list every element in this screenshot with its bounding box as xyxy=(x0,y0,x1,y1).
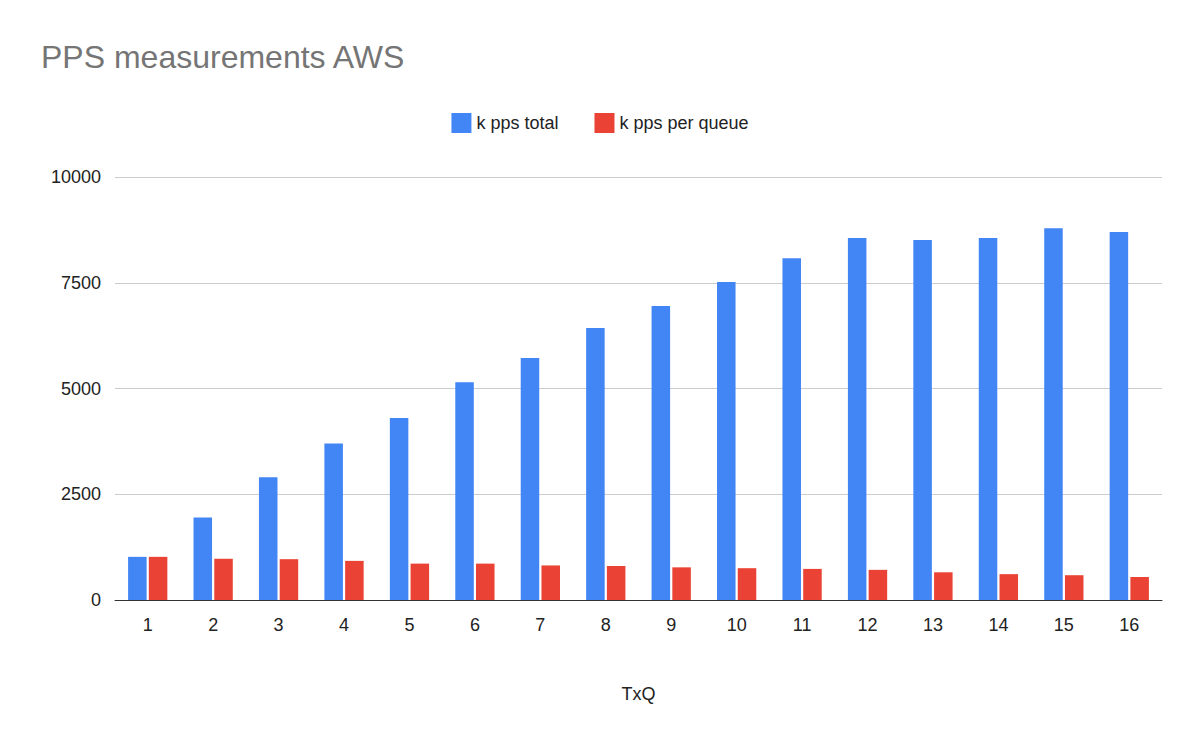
svg-text:5: 5 xyxy=(404,615,414,635)
svg-text:12: 12 xyxy=(858,615,878,635)
svg-text:7: 7 xyxy=(535,615,545,635)
svg-text:5000: 5000 xyxy=(61,379,101,399)
svg-text:14: 14 xyxy=(988,615,1008,635)
svg-text:8: 8 xyxy=(601,615,611,635)
svg-text:k pps total: k pps total xyxy=(476,113,558,133)
svg-text:7500: 7500 xyxy=(61,273,101,293)
svg-text:16: 16 xyxy=(1119,615,1139,635)
svg-text:2500: 2500 xyxy=(61,484,101,504)
svg-text:13: 13 xyxy=(923,615,943,635)
svg-text:11: 11 xyxy=(793,615,812,635)
svg-text:10: 10 xyxy=(727,615,747,635)
svg-text:4: 4 xyxy=(339,615,349,635)
svg-text:3: 3 xyxy=(274,615,284,635)
svg-text:2: 2 xyxy=(208,615,218,635)
svg-text:15: 15 xyxy=(1054,615,1074,635)
svg-text:6: 6 xyxy=(470,615,480,635)
svg-text:9: 9 xyxy=(666,615,676,635)
svg-text:PPS measurements AWS: PPS measurements AWS xyxy=(41,39,404,75)
svg-text:TxQ: TxQ xyxy=(622,684,656,704)
svg-text:1: 1 xyxy=(143,615,153,635)
svg-text:10000: 10000 xyxy=(51,167,101,187)
svg-text:k pps per queue: k pps per queue xyxy=(619,113,748,133)
svg-text:0: 0 xyxy=(91,590,101,610)
